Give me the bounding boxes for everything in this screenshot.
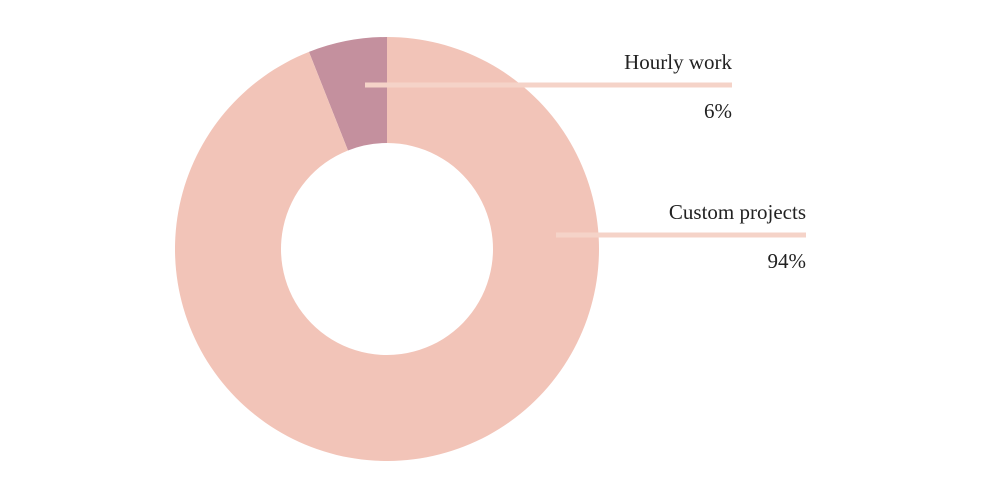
slice-label: Hourly work xyxy=(624,50,732,74)
value-label: 94% xyxy=(768,249,807,273)
donut-slice xyxy=(174,37,599,461)
slice-label: Custom projects xyxy=(669,200,806,224)
value-label: 6% xyxy=(704,99,732,123)
donut-slice xyxy=(308,37,387,151)
